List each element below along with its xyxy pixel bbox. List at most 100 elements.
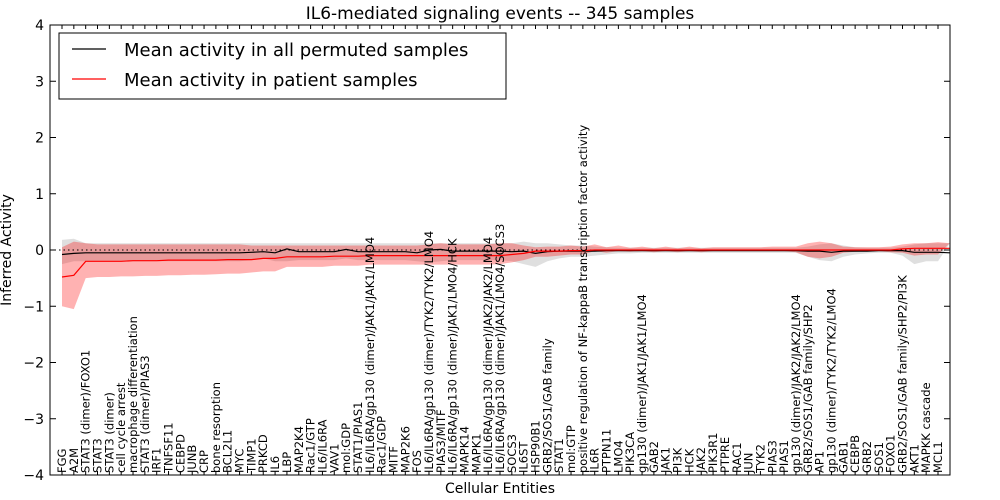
x-tick-label: TNFSF11 (162, 422, 176, 474)
series-lines (61, 247, 950, 278)
x-tick-label: PIAS3 (765, 440, 779, 473)
x-tick-label: LBP (280, 452, 294, 473)
x-tick-label: MAP2K4 (292, 426, 306, 473)
x-tick-label: IRF1 (150, 448, 164, 473)
x-tick-label: AP1 (813, 451, 827, 473)
x-tick-label: STAT3 (dimer) (102, 392, 116, 473)
x-tick-label: macrophage differentiation (126, 316, 140, 473)
y-tick-label: 1 (35, 187, 44, 203)
x-tick-label: GRB2/SOS1/GAB family (540, 338, 554, 473)
y-axis: −4 −3 −2 −1 0 1 2 3 4 (23, 18, 950, 484)
x-tick-label: GAB1 (836, 441, 850, 473)
x-tick-label: STAT1 (552, 438, 566, 473)
x-tick-label: MAPKK cascade (919, 382, 933, 473)
x-tick-label: STAT3 (dimer)/PIAS3 (138, 355, 152, 473)
x-tick-label: MITF (387, 446, 401, 473)
x-tick-label: PIK3R1 (706, 433, 720, 474)
x-tick-label: cell cycle arrest (114, 382, 128, 473)
x-tick-label: JUN (742, 453, 756, 474)
x-tick-label: RAC1 (730, 442, 744, 473)
x-tick-label: FGG (55, 449, 69, 473)
x-tick-label: BCL2L1 (221, 430, 235, 473)
x-tick-label: CEBPD (173, 434, 187, 473)
x-tick-label: STAT3 (dimer)/FOXO1 (79, 350, 93, 473)
x-tick-label: MAPK14 (458, 426, 472, 473)
x-tick-label: PTPRE (718, 437, 732, 473)
x-tick-label: GAB2 (647, 441, 661, 473)
legend-label-patient: Mean activity in patient samples (124, 70, 418, 91)
x-tick-label: JAK2 (694, 447, 708, 474)
y-axis-label: Inferred Activity (0, 194, 15, 306)
x-tick-label: HSP90B1 (529, 420, 543, 473)
y-tick-label: 0 (35, 243, 44, 259)
x-tick-label: CEBPB (848, 435, 862, 473)
y-tick-label: −3 (23, 412, 44, 428)
legend: Mean activity in all permuted samples Me… (58, 32, 507, 100)
y-tick-label: 2 (35, 131, 44, 147)
x-tick-label: FOXO1 (884, 435, 898, 473)
x-tick-label: gp130 (dimer)/JAK1/JAK1/LMO4 (635, 294, 649, 473)
x-tick-label: GRB2/SOS1/GAB family/SHP2/PI3K (896, 275, 910, 473)
band-patient (62, 241, 950, 310)
x-tick-label: LMO4 (611, 440, 625, 473)
x-tick-label: GRB2/SOS1/GAB family/SHP2 (801, 304, 815, 473)
x-tick-label: PIK3CA (623, 432, 637, 473)
x-tick-label: bone resorption (209, 382, 223, 473)
legend-label-permuted: Mean activity in all permuted samples (124, 40, 468, 61)
line-patient (61, 247, 950, 278)
x-tick-label: MAPK1 (469, 433, 483, 473)
x-tick-label: SOS1 (872, 442, 886, 473)
x-tick-label: MYC (233, 449, 247, 473)
x-tick-label: MAP2K6 (398, 426, 412, 473)
x-tick-label: IL6/IL6RA (315, 419, 329, 473)
y-tick-label: 4 (35, 18, 44, 34)
x-tick-label: gp130 (dimer)/TYK2/TYK2/LMO4 (825, 288, 839, 473)
x-tick-label: PIAS3/MITF (434, 409, 448, 473)
x-tick-label: TIMP1 (244, 438, 258, 474)
x-tick-label: FOS (410, 450, 424, 473)
x-tick-label: PIAS1 (777, 440, 791, 473)
x-tick-label: JUNB (185, 445, 199, 474)
x-tick-label: SOCS3 (505, 434, 519, 473)
x-tick-label: positive regulation of NF-kappaB transcr… (576, 125, 590, 473)
x-tick-label: IL6/IL6RA/gp130 (dimer)/TYK2/TYK2/LMO4 (422, 231, 436, 473)
x-tick-label: JAK1 (659, 447, 673, 474)
chart-title: IL6-mediated signaling events -- 345 sam… (306, 4, 695, 24)
x-tick-label: PRKCD (256, 434, 270, 473)
band-permuted (62, 238, 950, 267)
x-tick-label: A2M (67, 448, 81, 473)
x-tick-label: IL6/IL6RA/gp130 (dimer)/JAK2/JAK2/LMO4 (481, 237, 495, 473)
x-tick-label: gp130 (dimer)/JAK2/JAK2/LMO4 (789, 294, 803, 473)
x-tick-label: Rac1/GTP (304, 418, 318, 473)
confidence-bands (62, 238, 950, 310)
y-tick-label: 3 (35, 74, 44, 90)
x-tick-label: AKT1 (907, 444, 921, 473)
x-tick-label: PTPN11 (600, 429, 614, 473)
x-tick-label: Rac1/GDP (375, 416, 389, 473)
x-tick-label: STAT3 (91, 438, 105, 473)
x-tick-label: TYK2 (753, 444, 767, 474)
x-tick-label: IL6/IL6RA/gp130 (dimer)/JAK1/LMO4/HCK (446, 238, 460, 473)
line-permuted (61, 248, 950, 256)
x-tick-label: IL6/IL6RA/gp130 (dimer)/JAK1/JAK1/LMO4 (363, 237, 377, 473)
x-tick-label: IL6R (588, 448, 602, 473)
x-tick-label: IL6ST (517, 441, 531, 473)
x-tick-label: HCK (682, 448, 696, 473)
x-tick-label: IL6 (268, 456, 282, 473)
y-tick-label: −1 (23, 299, 44, 315)
x-tick-label: mol:GTP (564, 425, 578, 473)
x-tick-label: mol:GDP (339, 423, 353, 473)
x-tick-label: PI3K (671, 447, 685, 473)
x-tick-label: VAV1 (327, 444, 341, 473)
y-tick-label: −2 (23, 356, 44, 372)
x-tick-label: CRP (197, 450, 211, 473)
x-tick-label: IL6/IL6RA/gp130 (dimer)/JAK1/LMO4/SOCS3 (493, 224, 507, 473)
x-tick-label: MCL1 (931, 441, 945, 473)
x-tick-label: STAT1/PIAS1 (351, 402, 365, 473)
y-tick-label: −4 (23, 468, 44, 484)
x-axis-label: Cellular Entities (445, 481, 555, 497)
legend-box (58, 32, 507, 100)
x-tick-label: GRB2 (860, 441, 874, 473)
